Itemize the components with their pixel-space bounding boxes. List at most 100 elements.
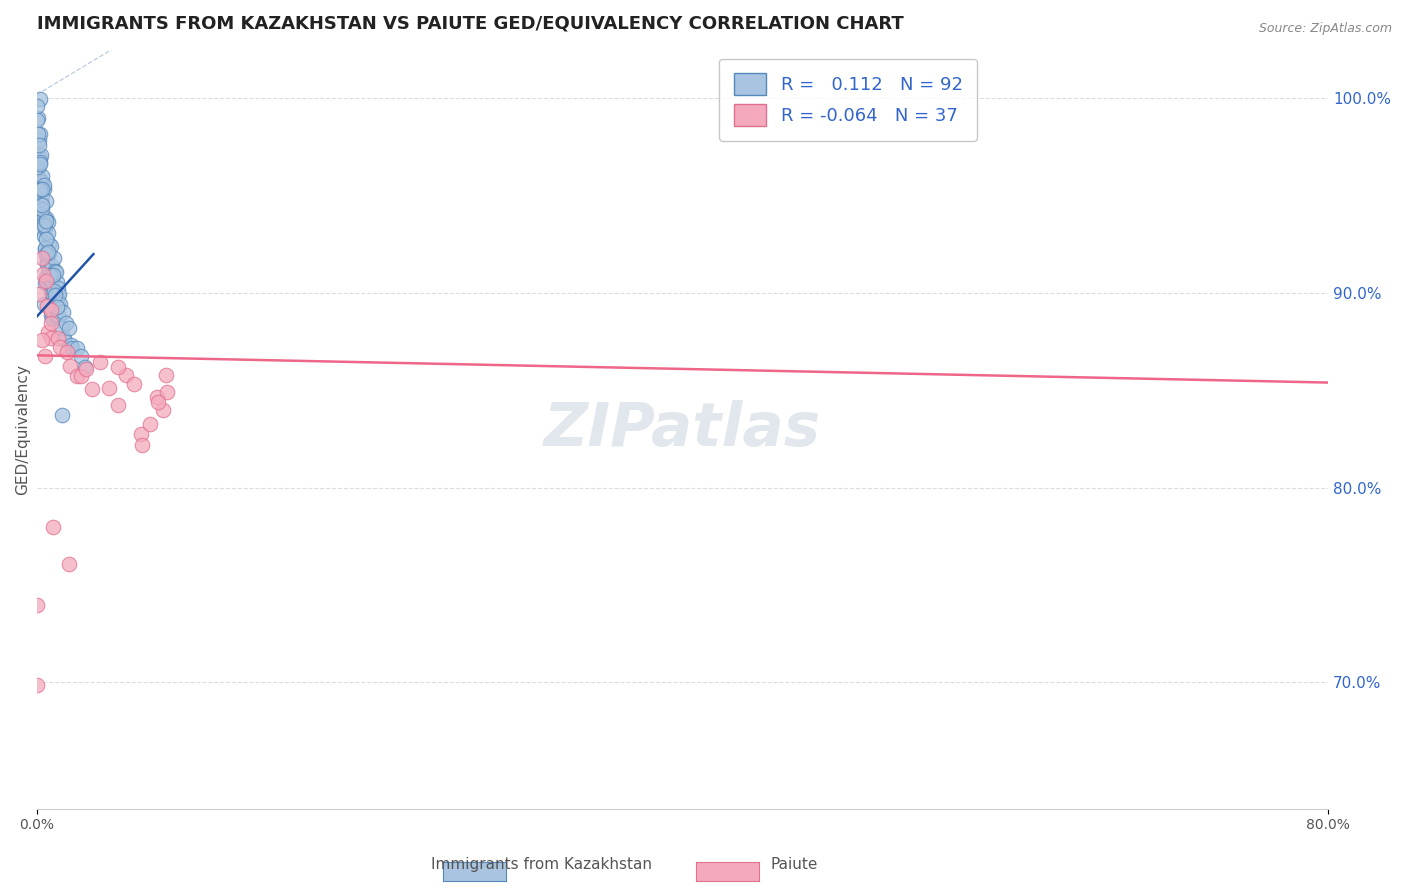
Point	[46, 288, 69, 302]
Point	[46, 281, 69, 295]
Point	[39, 316, 62, 330]
Point	[32, 267, 55, 281]
Point	[39, 302, 62, 317]
Point	[31, 186, 53, 201]
Point	[31, 251, 53, 265]
Point	[48, 340, 70, 354]
Point	[107, 398, 129, 412]
Point	[25, 160, 48, 174]
Point	[35, 214, 58, 228]
Point	[48, 287, 70, 301]
Point	[31, 175, 53, 189]
Point	[115, 368, 138, 382]
Point	[35, 211, 58, 225]
Point	[152, 403, 174, 417]
Text: IMMIGRANTS FROM KAZAKHSTAN VS PAIUTE GED/EQUIVALENCY CORRELATION CHART: IMMIGRANTS FROM KAZAKHSTAN VS PAIUTE GED…	[37, 15, 904, 33]
Point	[41, 331, 63, 345]
Text: Immigrants from Kazakhstan: Immigrants from Kazakhstan	[430, 857, 652, 872]
Point	[35, 232, 58, 246]
Point	[73, 360, 96, 375]
Point	[146, 390, 169, 404]
Point	[32, 182, 55, 196]
Point	[41, 259, 63, 273]
Point	[139, 417, 162, 432]
Point	[131, 426, 153, 441]
Point	[35, 299, 58, 313]
Point	[55, 316, 77, 330]
Point	[30, 127, 52, 141]
Point	[124, 376, 146, 391]
Point	[31, 169, 53, 183]
Point	[28, 155, 51, 169]
Point	[28, 182, 51, 196]
Text: Source: ZipAtlas.com: Source: ZipAtlas.com	[1258, 22, 1392, 36]
Point	[28, 171, 51, 186]
Point	[38, 268, 60, 282]
Point	[30, 207, 52, 221]
Point	[34, 349, 56, 363]
Point	[37, 325, 59, 339]
Legend: R =   0.112   N = 92, R = -0.064   N = 37: R = 0.112 N = 92, R = -0.064 N = 37	[718, 59, 977, 141]
Point	[55, 344, 77, 359]
Point	[31, 334, 53, 348]
Point	[41, 520, 63, 534]
Point	[35, 256, 58, 270]
Point	[58, 320, 80, 334]
Point	[30, 183, 52, 197]
Point	[37, 244, 59, 259]
Point	[45, 265, 67, 279]
Point	[31, 202, 53, 216]
Point	[41, 285, 63, 300]
Point	[32, 210, 55, 224]
Point	[46, 298, 69, 312]
Point	[35, 194, 58, 209]
Point	[70, 350, 93, 364]
Point	[35, 257, 58, 271]
Point	[38, 273, 60, 287]
Point	[27, 138, 49, 153]
Point	[45, 310, 67, 324]
Point	[41, 276, 63, 290]
Point	[34, 242, 56, 256]
Point	[58, 557, 80, 571]
Point	[45, 275, 67, 289]
Point	[39, 285, 62, 299]
Point	[25, 113, 48, 128]
Point	[32, 297, 55, 311]
Point	[66, 369, 89, 384]
Text: Paiute: Paiute	[770, 857, 818, 872]
Point	[53, 332, 76, 346]
Point	[131, 438, 153, 452]
Point	[49, 297, 72, 311]
Point	[46, 331, 69, 345]
Point	[44, 299, 66, 313]
Point	[28, 287, 51, 301]
Point	[34, 220, 56, 235]
Point	[51, 408, 73, 422]
Point	[52, 305, 75, 319]
Point	[82, 382, 104, 396]
Point	[51, 321, 73, 335]
Point	[31, 222, 53, 236]
Text: ZIPatlas: ZIPatlas	[544, 400, 821, 458]
Point	[89, 354, 111, 368]
Point	[75, 362, 97, 376]
Point	[28, 157, 51, 171]
Y-axis label: GED/Equivalency: GED/Equivalency	[15, 364, 30, 495]
Point	[48, 309, 70, 323]
Point	[37, 226, 59, 240]
Point	[25, 99, 48, 113]
Point	[37, 249, 59, 263]
Point	[60, 341, 83, 355]
Point	[41, 274, 63, 288]
Point	[41, 310, 63, 325]
Point	[155, 368, 177, 382]
Point	[27, 127, 49, 141]
Point	[38, 263, 60, 277]
Point	[59, 359, 82, 374]
Point	[59, 337, 82, 351]
Point	[44, 264, 66, 278]
Point	[39, 308, 62, 322]
Point	[31, 182, 53, 196]
Point	[34, 241, 56, 255]
